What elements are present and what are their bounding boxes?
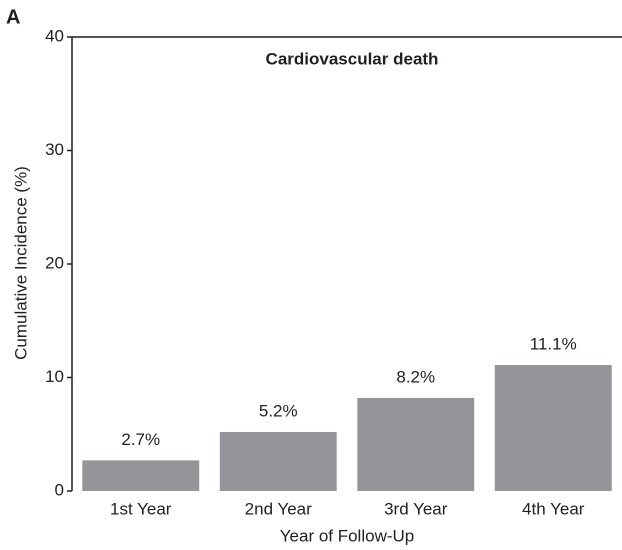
y-tick-label: 30	[45, 140, 64, 159]
value-label: 2.7%	[121, 430, 160, 449]
x-tick-label: 1st Year	[110, 499, 172, 518]
value-label: 8.2%	[396, 367, 435, 386]
bar	[219, 431, 337, 491]
value-label: 11.1%	[530, 334, 577, 353]
x-tick-label: 2nd Year	[245, 499, 312, 518]
panel-label: A	[6, 6, 20, 28]
y-tick-label: 10	[45, 367, 64, 386]
x-tick-label: 3rd Year	[384, 499, 448, 518]
y-axis-label: Cumulative Incidence (%)	[11, 166, 30, 360]
y-tick-label: 20	[45, 253, 64, 272]
y-tick-label: 40	[45, 26, 64, 45]
value-label: 5.2%	[259, 401, 298, 420]
bar	[357, 397, 475, 491]
y-tick-label: 0	[55, 480, 64, 499]
x-axis-label: Year of Follow-Up	[280, 526, 415, 545]
bar	[494, 365, 612, 491]
chart-title: Cardiovascular death	[266, 49, 439, 68]
bar	[82, 460, 200, 491]
x-tick-label: 4th Year	[522, 499, 585, 518]
